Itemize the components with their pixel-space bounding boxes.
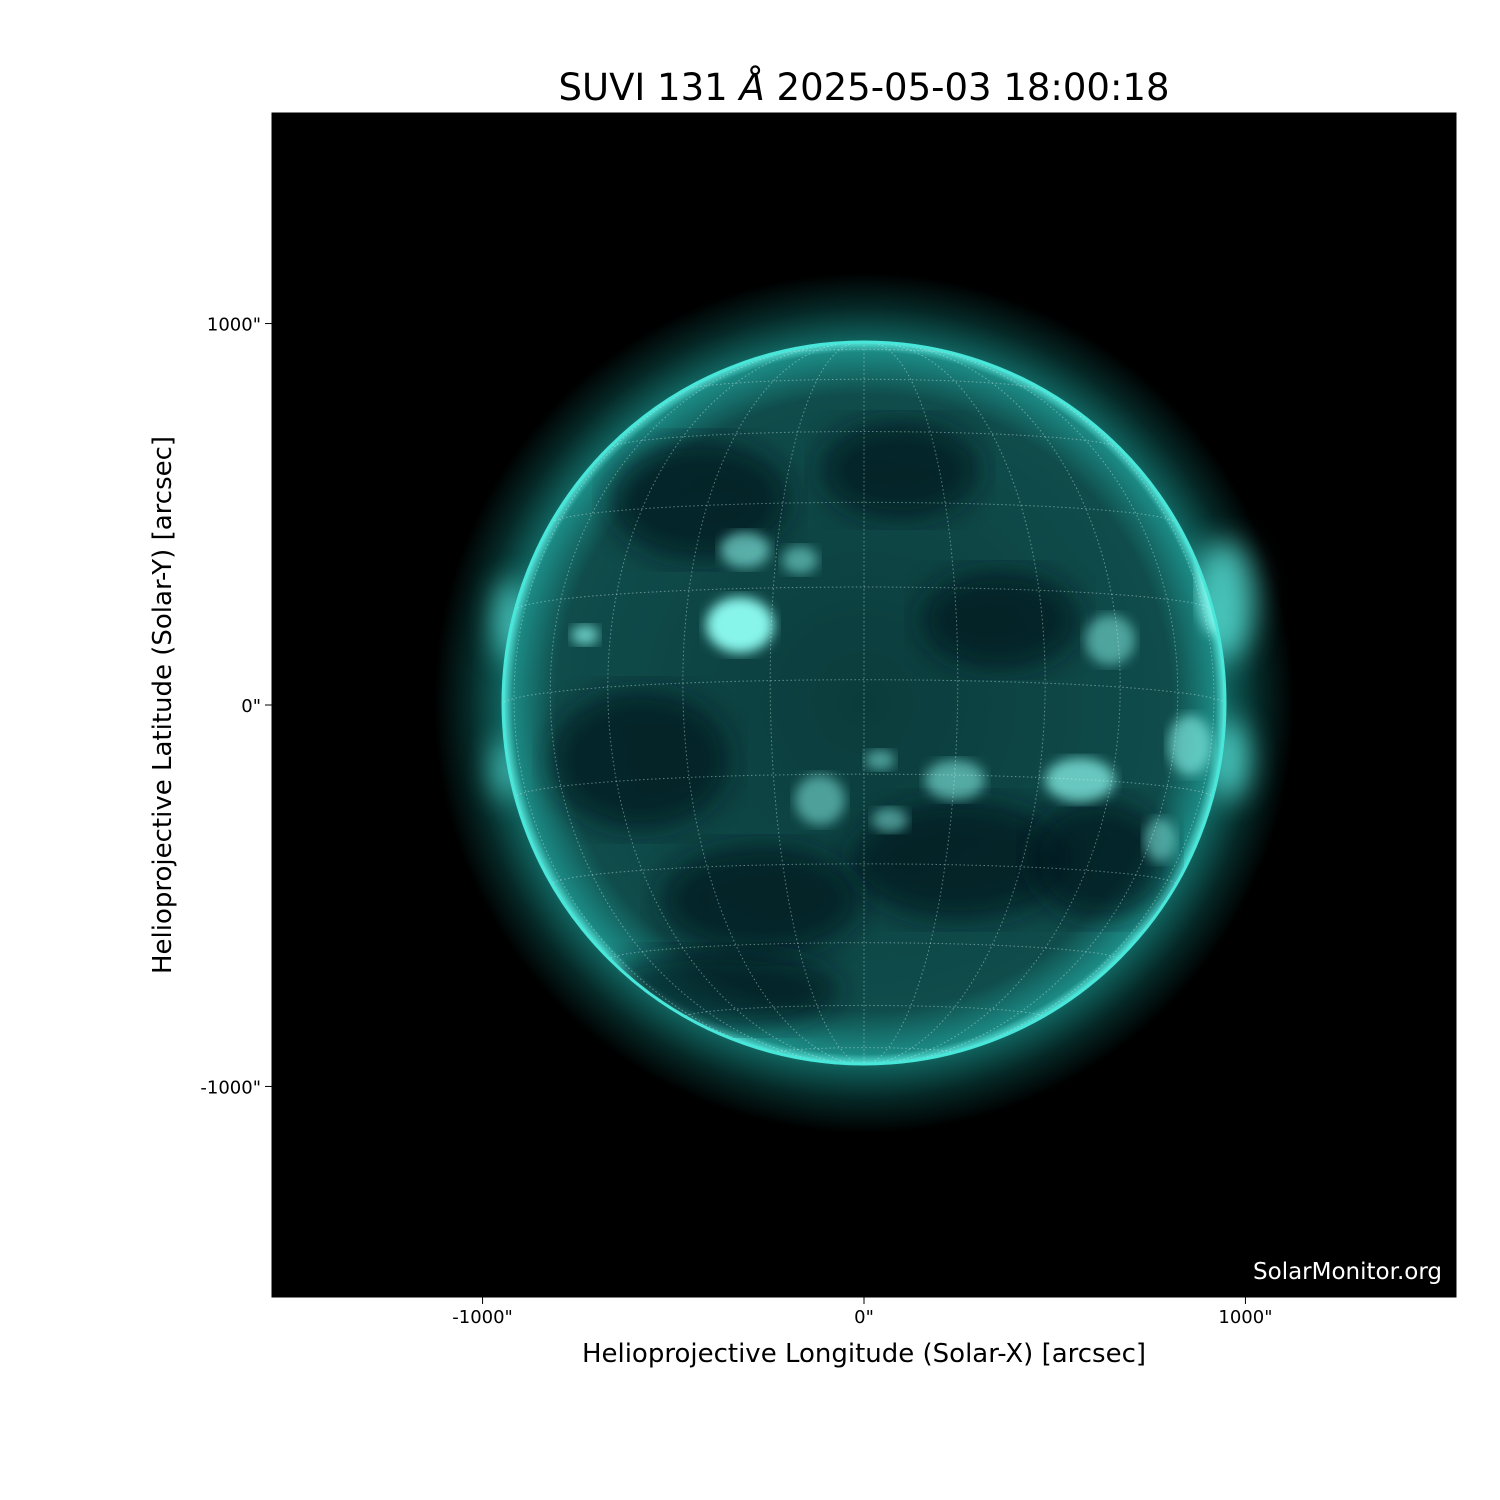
latitude-grid-line	[769, 1047, 959, 1055]
latitude-grid-line	[607, 942, 1121, 961]
y-tick-label: -1000"	[200, 1077, 261, 1098]
coronal-hole	[660, 845, 860, 955]
y-axis-label: Helioprojective Latitude (Solar-Y) [arcs…	[148, 436, 178, 974]
latitude-grid-line	[608, 431, 1120, 448]
latitude-grid-line	[684, 378, 1044, 391]
longitude-grid-line	[863, 344, 1179, 1065]
x-tick-label: -1000"	[452, 1307, 513, 1328]
latitude-grid-line	[513, 586, 1215, 611]
active-region	[706, 597, 774, 653]
limb	[501, 340, 1227, 1066]
active-region	[865, 750, 895, 770]
x-axis-label: Helioprojective Longitude (Solar-X) [arc…	[582, 1339, 1146, 1369]
coronal-hole	[820, 420, 980, 520]
longitude-grid-line	[549, 344, 865, 1065]
active-region	[795, 775, 845, 825]
coronal-hole	[920, 570, 1080, 670]
x-tick-label: 0"	[854, 1307, 874, 1328]
longitude-grid-line	[863, 343, 1121, 1065]
active-region	[1085, 615, 1135, 665]
active-region	[1045, 758, 1115, 802]
coronal-hole	[850, 800, 1070, 920]
watermark: SolarMonitor.org	[1253, 1259, 1442, 1285]
latitude-grid-line	[513, 773, 1215, 799]
coronal-hole	[1030, 800, 1170, 920]
active-region	[1144, 818, 1176, 862]
active-region	[1168, 715, 1212, 775]
latitude-grid-line	[549, 863, 1179, 886]
x-tick-label: 1000"	[1218, 1307, 1272, 1328]
longitude-grid-line	[863, 355, 1215, 1065]
longitude-grid-line	[513, 355, 865, 1065]
active-region	[925, 760, 985, 800]
coronal-hole	[550, 690, 730, 830]
plot-title: SUVI 131 Å 2025-05-03 18:00:18	[558, 66, 1170, 109]
active-region	[872, 808, 908, 832]
y-tick-label: 0"	[241, 696, 261, 717]
active-region	[782, 546, 818, 574]
longitude-grid-line	[607, 343, 865, 1065]
coronal-hole	[610, 440, 790, 560]
active-region	[571, 625, 599, 645]
active-region	[720, 532, 770, 568]
y-tick-label: 1000"	[207, 315, 261, 336]
